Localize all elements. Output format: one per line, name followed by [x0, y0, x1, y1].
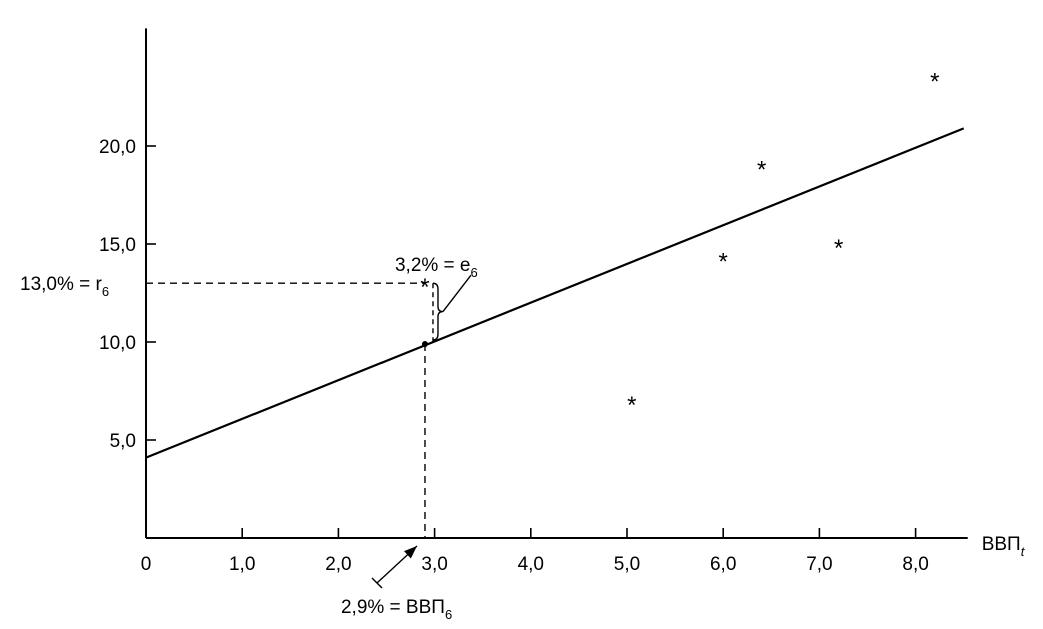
x-axis-label: ВВПt — [982, 534, 1026, 559]
regression-line — [145, 127, 965, 459]
data-point: * — [930, 68, 939, 95]
x-tick-label: 8,0 — [902, 554, 928, 575]
gdp-label-arrowhead — [404, 546, 417, 559]
residual-label-sub: 6 — [471, 265, 478, 280]
x-tick-label: 2,0 — [325, 554, 351, 575]
x-tick-label: 1,0 — [229, 554, 255, 575]
x-axis-label-main: ВВП — [982, 534, 1021, 555]
y-tick-label: 20,0 — [99, 137, 136, 158]
gdp-label-arrow-tail — [371, 577, 383, 589]
residual-annotation: 3,2% = e6 13,0% = r6 2,9% = ВВП6 — [20, 255, 478, 622]
data-point: * — [420, 274, 429, 301]
residual-label-main: 3,2% = e — [395, 255, 471, 276]
x-ticks: 0 1,0 2,0 3,0 4,0 5,0 6,0 7,0 8,0 — [141, 528, 929, 575]
x-tick-label: 4,0 — [518, 554, 544, 575]
data-point: * — [719, 249, 728, 276]
data-points: * * * * * * — [420, 68, 939, 418]
x-tick-label: 0 — [141, 554, 152, 575]
x-tick-label: 3,0 — [421, 554, 447, 575]
residual-label: 3,2% = e6 — [395, 255, 478, 280]
actual-value-label-main: 13,0% = r — [20, 274, 103, 295]
y-tick-label: 15,0 — [99, 235, 136, 256]
x-tick-label: 7,0 — [806, 554, 832, 575]
x-tick-label: 6,0 — [710, 554, 736, 575]
x-axis-label-sub: t — [1021, 544, 1026, 559]
x-tick-label: 5,0 — [614, 554, 640, 575]
actual-value-label-sub: 6 — [102, 284, 109, 299]
gdp-value-label-sub: 6 — [445, 607, 452, 622]
residual-brace — [432, 282, 444, 341]
data-point: * — [627, 392, 636, 419]
y-ticks: 5,0 10,0 15,0 20,0 — [99, 137, 156, 452]
data-point: * — [834, 235, 843, 262]
y-tick-label: 5,0 — [110, 431, 136, 452]
actual-value-label: 13,0% = r6 — [20, 274, 109, 299]
fitted-value-dot — [421, 340, 428, 347]
data-point: * — [757, 157, 766, 184]
gdp-value-label: 2,9% = ВВП6 — [341, 597, 452, 622]
y-tick-label: 10,0 — [99, 333, 136, 354]
residual-label-pointer — [442, 274, 472, 313]
gdp-value-label-main: 2,9% = ВВП — [341, 597, 445, 618]
